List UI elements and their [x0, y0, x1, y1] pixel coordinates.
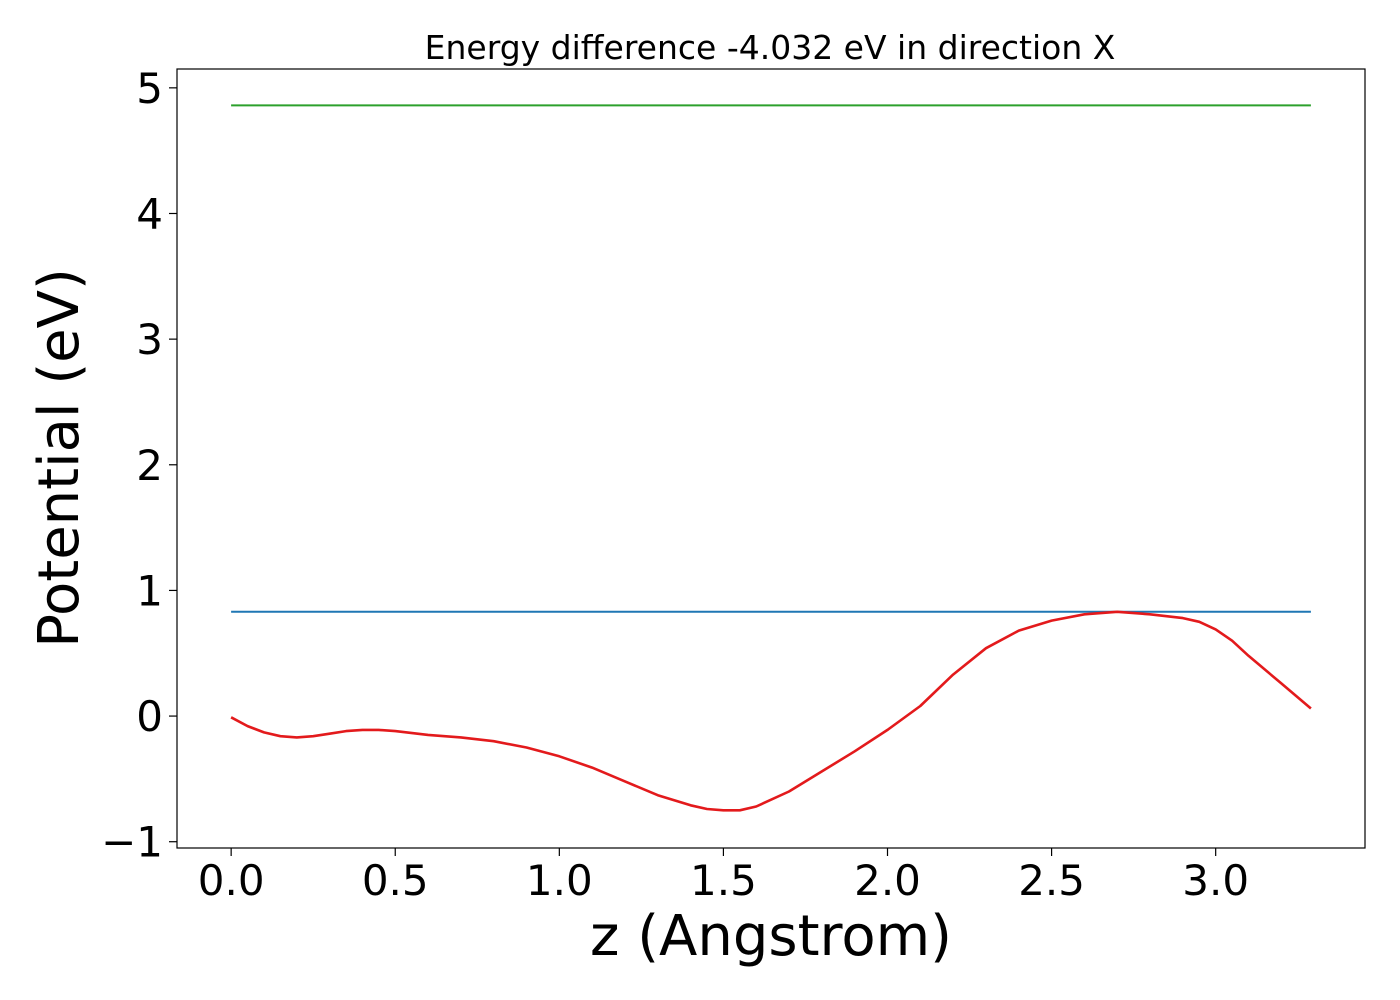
y-tick-label: 1 [136, 566, 163, 615]
y-axis-label: Potential (eV) [27, 268, 92, 648]
x-axis-label: z (Angstrom) [590, 904, 952, 969]
y-tick-label: 0 [136, 692, 163, 741]
chart-title: Energy difference -4.032 eV in direction… [425, 28, 1116, 67]
series-layer [230, 104, 1312, 812]
x-tick-label: 0.5 [362, 856, 429, 905]
series-line-3 [230, 610, 1312, 812]
x-tick-label: 3.0 [1182, 856, 1249, 905]
x-tick-label: 1.5 [690, 856, 757, 905]
y-tick-label: 3 [136, 315, 163, 364]
axes-frame [176, 68, 1366, 849]
x-tick-label: 2.0 [854, 856, 921, 905]
y-tick-label: −1 [101, 818, 163, 867]
x-tick-label: 0.0 [198, 856, 265, 905]
x-tick-label: 1.0 [526, 856, 593, 905]
y-tick-label: 4 [136, 189, 163, 238]
y-tick-label: 5 [136, 64, 163, 113]
x-tick-label: 2.5 [1018, 856, 1085, 905]
plot-area [176, 68, 1366, 849]
y-axis-ticks: −1 0 1 2 3 4 5 [101, 64, 177, 867]
x-axis-ticks: 0.0 0.5 1.0 1.5 2.0 2.5 3.0 [198, 848, 1249, 905]
y-tick-label: 2 [136, 441, 163, 490]
